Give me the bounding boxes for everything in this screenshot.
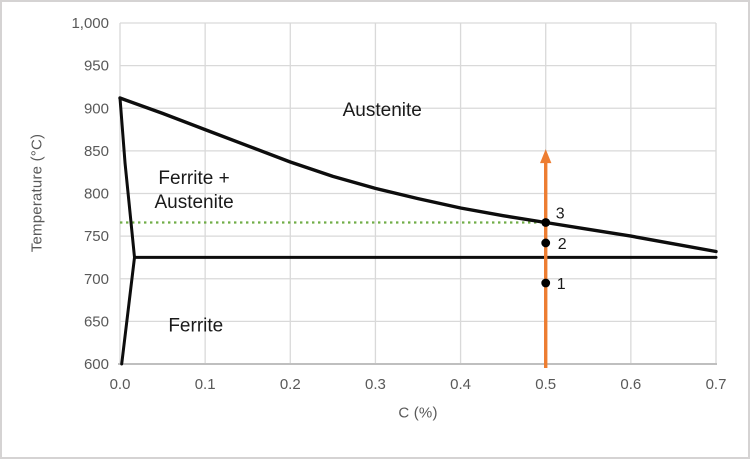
heating-arrow-head [540, 149, 552, 164]
y-tick-label: 750 [84, 228, 109, 245]
y-axis-title: Temperature (°C) [28, 133, 46, 253]
x-tick-label: 0.4 [450, 376, 471, 393]
marker-point-3 [541, 218, 551, 227]
x-tick-label: 0.1 [195, 376, 216, 393]
x-tick-label: 0.3 [365, 376, 386, 393]
y-tick-label: 1,000 [71, 15, 109, 32]
gs-austenite-boundary [118, 96, 718, 254]
marker-point-1 [541, 278, 551, 288]
pq-ferrite-solvus [120, 255, 136, 366]
marker-label-2: 2 [558, 236, 567, 253]
y-tick-label: 700 [84, 271, 109, 288]
x-axis-title: C (%) [398, 404, 438, 422]
marker-label-3: 3 [556, 205, 565, 222]
marker-label-1: 1 [557, 276, 566, 293]
y-tick-label: 650 [84, 313, 109, 330]
y-tick-label: 800 [84, 186, 109, 203]
austenite-region-label: Austenite [343, 100, 422, 121]
x-tick-label: 0.0 [110, 376, 131, 393]
x-tick-label: 0.6 [620, 376, 641, 393]
ferrite-region-label: Ferrite [168, 316, 223, 337]
x-tick-label: 0.2 [280, 376, 301, 393]
marker-point-2 [541, 238, 551, 248]
x-tick-label: 0.5 [535, 376, 556, 393]
y-tick-label: 850 [84, 143, 109, 160]
y-tick-label: 950 [84, 58, 109, 75]
x-tick-label: 0.7 [706, 376, 727, 393]
ferrite-austenite-region-label: Ferrite + Austenite [154, 168, 233, 213]
y-tick-label: 600 [84, 356, 109, 373]
y-tick-label: 900 [84, 100, 109, 117]
gp-ferrite-boundary [118, 96, 136, 259]
